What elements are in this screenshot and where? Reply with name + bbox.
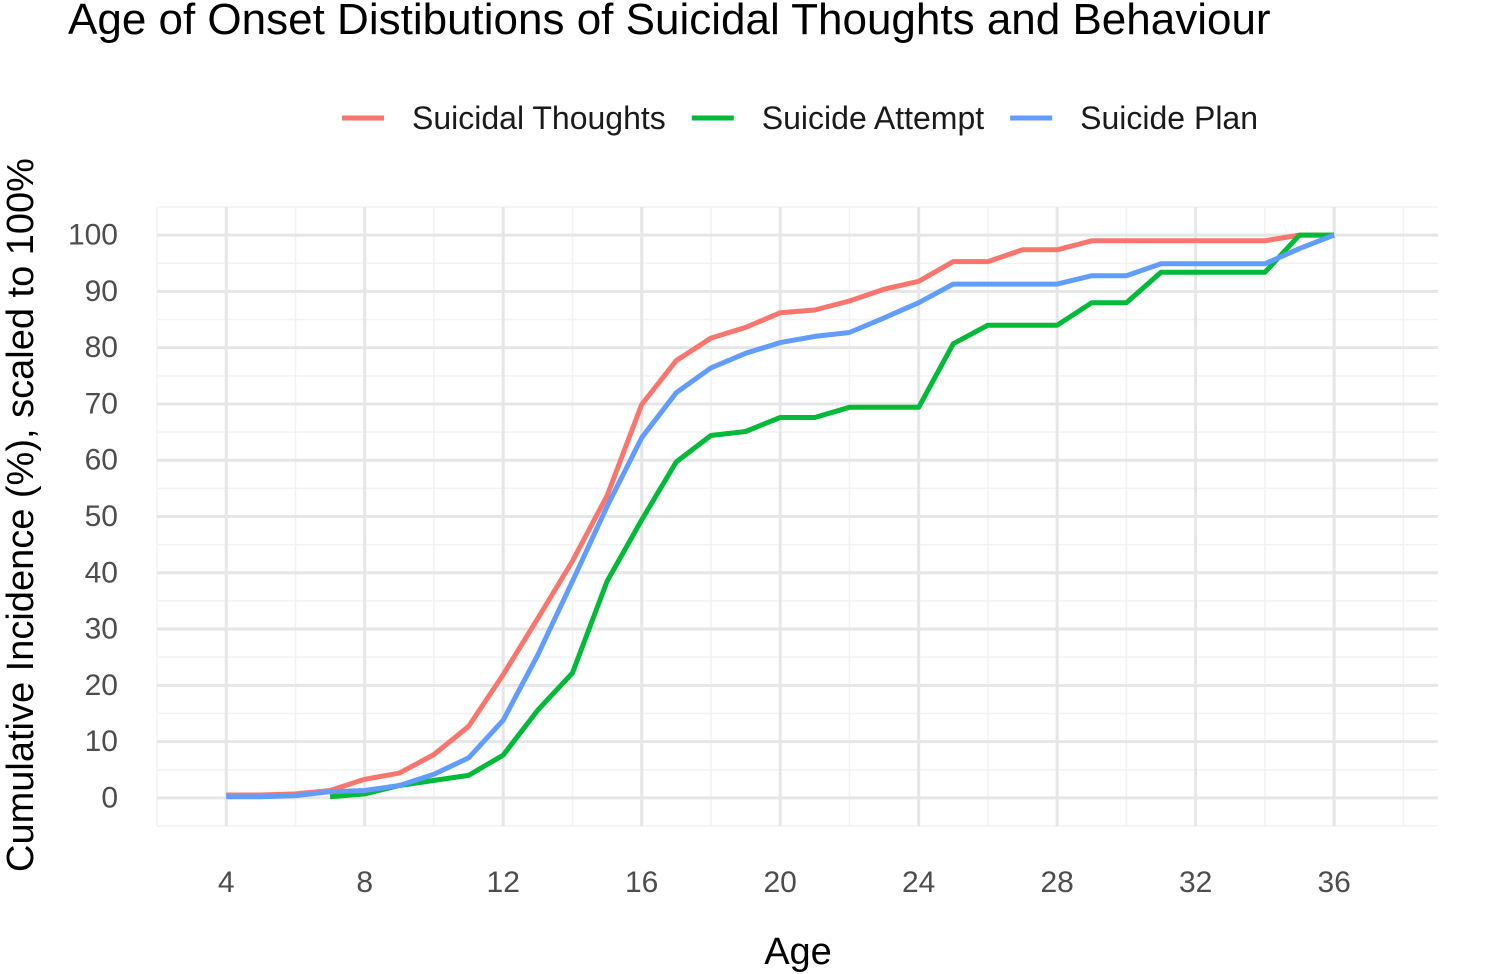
x-tick-label: 16 [625,866,658,899]
y-tick-label: 50 [85,500,118,533]
x-tick-label: 36 [1317,866,1350,899]
y-axis-title: Cumulative Incidence (%), scaled to 100% [0,158,42,872]
legend-label: Suicidal Thoughts [412,100,666,136]
x-tick-label: 12 [487,866,520,899]
x-tick-label: 8 [356,866,373,899]
chart-title: Age of Onset Distibutions of Suicidal Th… [68,0,1271,44]
legend: Suicidal Thoughts Suicide Attempt Suicide … [341,100,1258,136]
y-tick-label: 80 [85,331,118,364]
x-tick-label: 28 [1040,866,1073,899]
series-lines [226,232,1336,800]
series-line-suicide-attempt [329,232,1335,800]
x-tick-label: 20 [764,866,797,899]
legend-label: Suicide Plan [1080,100,1258,136]
x-axis-title: Age [764,931,832,973]
y-tick-label: 10 [85,725,118,758]
y-tick-label: 30 [85,613,118,646]
y-tick-label: 20 [85,669,118,702]
y-tick-label: 60 [85,444,118,477]
x-tick-label: 32 [1179,866,1212,899]
x-axis-ticks: 4 8 12 16 20 24 28 32 36 [218,866,1351,899]
series-line-suicidal-thoughts [226,232,1335,798]
y-tick-label: 70 [85,387,118,420]
y-axis-ticks: 0 10 20 30 40 50 60 70 80 90 100 [68,219,118,815]
grid-major [157,207,1438,826]
legend-label: Suicide Attempt [762,100,984,136]
series-line-suicide-plan [226,232,1336,800]
y-tick-label: 0 [101,781,118,814]
x-tick-label: 24 [902,866,935,899]
y-tick-label: 90 [85,275,118,308]
x-tick-label: 4 [218,866,235,899]
y-tick-label: 100 [68,219,118,252]
y-tick-label: 40 [85,556,118,589]
plot-area [156,206,1438,827]
